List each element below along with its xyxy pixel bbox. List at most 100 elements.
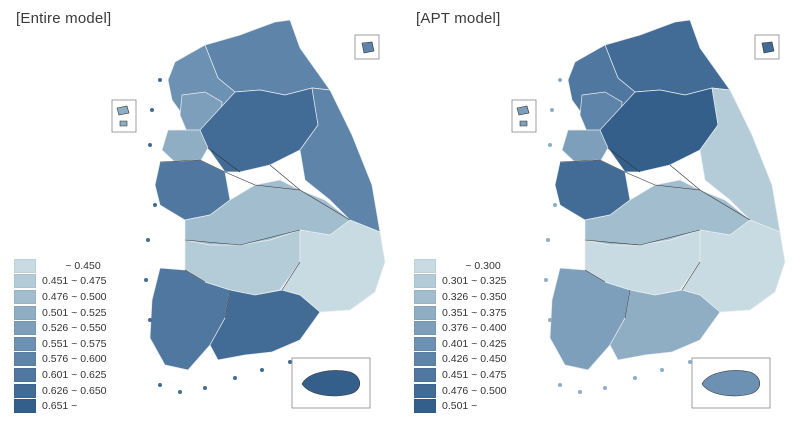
legend-item: 0.526 ~ 0.550 <box>14 320 107 336</box>
legend-item: 0.501 ~ 0.525 <box>14 305 107 321</box>
legend-item: 0.651 ~ <box>14 398 107 414</box>
island <box>578 390 582 394</box>
inset-west-islands-frame <box>111 99 137 133</box>
legend-item: ~ 0.300 <box>414 258 507 274</box>
legend-swatch <box>14 383 36 398</box>
legend-label: 0.326 ~ 0.350 <box>442 290 507 303</box>
legend-label: ~ 0.300 <box>442 259 501 272</box>
province-boundaries <box>559 147 751 319</box>
region-west-coast <box>161 129 209 166</box>
legend-swatch <box>14 274 36 289</box>
legend-swatch <box>414 367 436 382</box>
legend-item: 0.326 ~ 0.350 <box>414 289 507 305</box>
panel-title: [APT model] <box>416 10 501 27</box>
island <box>553 203 557 207</box>
island <box>548 318 552 322</box>
legend-swatch <box>14 258 36 273</box>
legend-label: 0.501 ~ <box>442 400 478 413</box>
legend-label: 0.576 ~ 0.600 <box>42 353 107 366</box>
legend-swatch <box>14 321 36 336</box>
island <box>150 108 154 112</box>
legend-item: 0.451 ~ 0.475 <box>14 274 107 290</box>
island <box>146 238 150 242</box>
island <box>158 383 162 387</box>
legend-swatch <box>414 258 436 273</box>
legend-item: 0.426 ~ 0.450 <box>414 352 507 368</box>
legend-entire: ~ 0.450 0.451 ~ 0.475 0.476 ~ 0.500 0.501 ~… <box>14 258 107 414</box>
legend-item: 0.451 ~ 0.475 <box>414 367 507 383</box>
legend-swatch <box>14 289 36 304</box>
legend-item: 0.351 ~ 0.375 <box>414 305 507 321</box>
island <box>550 108 554 112</box>
legend-swatch <box>414 305 436 320</box>
inset-ulleungdo-frame <box>754 34 780 60</box>
legend-label: 0.526 ~ 0.550 <box>42 322 107 335</box>
korea-map-apt <box>511 19 786 409</box>
island <box>148 318 152 322</box>
island <box>233 376 237 380</box>
legend-label: 0.451 ~ 0.475 <box>442 368 507 381</box>
inset-west-islands-frame <box>511 99 537 133</box>
legend-swatch <box>14 367 36 382</box>
legend-label: 0.351 ~ 0.375 <box>442 306 507 319</box>
legend-swatch <box>414 321 436 336</box>
inset-jeju-frame <box>691 357 771 409</box>
legend-swatch <box>414 274 436 289</box>
legend-item: 0.476 ~ 0.500 <box>414 383 507 399</box>
inset-jeju <box>301 370 361 397</box>
legend-item: 0.401 ~ 0.425 <box>414 336 507 352</box>
legend-label: 0.401 ~ 0.425 <box>442 337 507 350</box>
island <box>688 360 692 364</box>
inset-jeju-frame <box>291 357 371 409</box>
legend-item: 0.501 ~ <box>414 398 507 414</box>
panel-apt-model: [APT model] ~ 0.300 0.301 ~ 0.325 0.326 ~ … <box>400 0 800 426</box>
province-boundaries <box>159 147 351 319</box>
mainland <box>549 19 786 371</box>
legend-label: 0.651 ~ <box>42 400 78 413</box>
region-south <box>209 289 321 361</box>
region-west-coast <box>561 129 609 166</box>
mainland <box>149 19 386 371</box>
inset-ulleungdo <box>761 41 775 54</box>
legend-swatch <box>414 289 436 304</box>
inset-west-islands <box>516 105 530 127</box>
legend-swatch <box>414 352 436 367</box>
legend-label: 0.551 ~ 0.575 <box>42 337 107 350</box>
legend-label: 0.501 ~ 0.525 <box>42 306 107 319</box>
island <box>288 360 292 364</box>
legend-item: 0.576 ~ 0.600 <box>14 352 107 368</box>
island <box>148 143 152 147</box>
island <box>603 386 607 390</box>
inset-ulleungdo-frame <box>354 34 380 60</box>
legend-swatch <box>14 305 36 320</box>
island <box>660 368 664 372</box>
legend-swatch <box>14 399 36 414</box>
legend-label: 0.476 ~ 0.500 <box>442 384 507 397</box>
legend-item: 0.626 ~ 0.650 <box>14 383 107 399</box>
island <box>158 78 162 82</box>
legend-label: 0.451 ~ 0.475 <box>42 275 107 288</box>
island <box>144 278 148 282</box>
legend-item: 0.601 ~ 0.625 <box>14 367 107 383</box>
island <box>546 238 550 242</box>
legend-label: ~ 0.450 <box>42 259 101 272</box>
legend-swatch <box>14 352 36 367</box>
island <box>544 278 548 282</box>
legend-label: 0.301 ~ 0.325 <box>442 275 507 288</box>
island <box>558 78 562 82</box>
panel-entire-model: [Entire model] ~ 0.450 0.451 ~ 0.475 0.476… <box>14 10 386 414</box>
region-south <box>609 289 721 361</box>
island <box>178 390 182 394</box>
legend-item: 0.476 ~ 0.500 <box>14 289 107 305</box>
legend-label: 0.376 ~ 0.400 <box>442 322 507 335</box>
legend-swatch <box>14 336 36 351</box>
island <box>548 143 552 147</box>
panel-title: [Entire model] <box>16 10 112 27</box>
legend-label: 0.476 ~ 0.500 <box>42 290 107 303</box>
island <box>633 376 637 380</box>
legend-swatch <box>414 383 436 398</box>
legend-item: 0.551 ~ 0.575 <box>14 336 107 352</box>
island <box>260 368 264 372</box>
legend-item: ~ 0.450 <box>14 258 107 274</box>
legend-label: 0.626 ~ 0.650 <box>42 384 107 397</box>
